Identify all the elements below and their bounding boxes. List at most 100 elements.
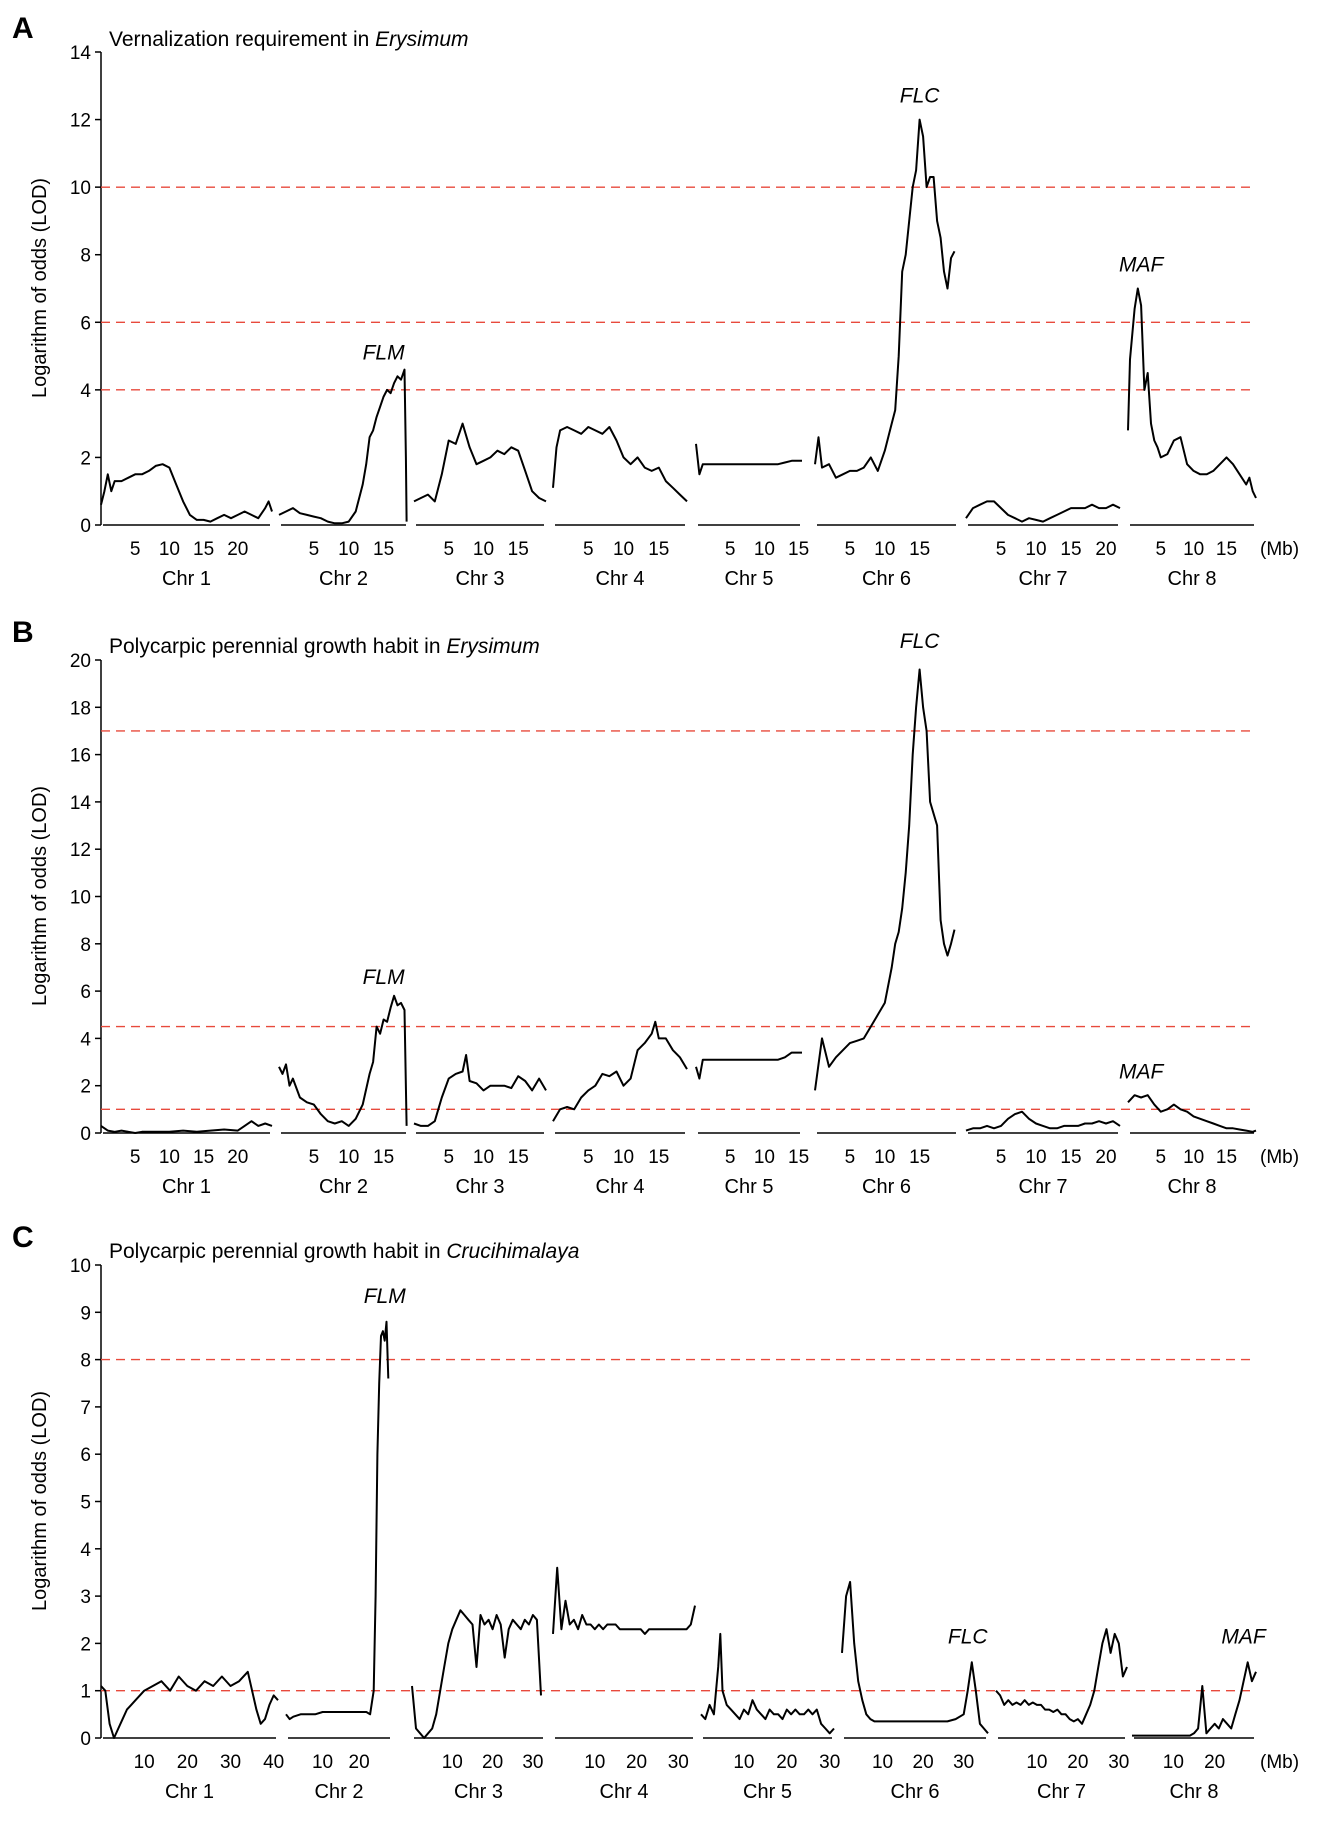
x-tick-label: 15 [193,1147,214,1168]
x-tick-label: 10 [1025,539,1046,560]
chromosome-label: Chr 8 [1168,568,1217,590]
x-tick-label: 10 [613,539,634,560]
chromosome-label: Chr 1 [162,1176,211,1198]
lod-curve [552,1020,688,1122]
x-tick-label: 10 [874,1147,895,1168]
y-tick-label: 12 [70,840,91,861]
x-tick-label: 20 [1095,1147,1116,1168]
x-tick-label: 15 [788,539,809,560]
x-tick-label: 20 [776,1752,797,1773]
x-tick-label: 10 [473,539,494,560]
chromosome-label: Chr 7 [1037,1781,1086,1803]
x-tick-label: 15 [909,1147,930,1168]
x-tick-label: 10 [338,539,359,560]
panel-letter: B [12,616,34,649]
y-tick-label: 4 [80,381,91,402]
x-tick-label: 20 [1067,1752,1088,1773]
x-tick-label: 10 [159,1147,180,1168]
y-tick-label: 9 [80,1303,91,1324]
lod-curve [995,1628,1128,1725]
x-tick-label: 15 [1060,1147,1081,1168]
x-tick-label: 5 [443,539,454,560]
x-tick-label: 15 [508,539,529,560]
x-tick-label: 30 [953,1752,974,1773]
chromosome-label: Chr 5 [725,568,774,590]
y-tick-label: 10 [70,178,91,199]
x-tick-label: 20 [1204,1752,1225,1773]
chromosome-label: Chr 4 [596,568,645,590]
x-tick-label: 20 [913,1752,934,1773]
lod-curve [100,1670,279,1739]
x-unit-label: (Mb) [1260,539,1299,560]
lod-curve [965,1110,1121,1132]
x-tick-label: 10 [338,1147,359,1168]
x-tick-label: 10 [1183,1147,1204,1168]
lod-curve [841,1580,989,1734]
x-tick-label: 5 [583,539,594,560]
x-tick-label: 5 [845,1147,856,1168]
panel-title: Polycarpic perennial growth habit in Ery… [109,635,540,658]
x-tick-label: 15 [508,1147,529,1168]
lod-curve [1127,1094,1257,1133]
lod-curve [411,1609,542,1739]
chromosome-label: Chr 7 [1019,568,1068,590]
lod-curve [278,368,408,525]
x-tick-label: 15 [373,539,394,560]
x-tick-label: 15 [193,539,214,560]
x-tick-label: 15 [1060,539,1081,560]
y-axis-label: Logarithm of odds (LOD) [29,1391,51,1611]
chromosome-label: Chr 3 [454,1781,503,1803]
x-tick-label: 5 [996,1147,1007,1168]
lod-curve [285,1320,390,1721]
y-tick-label: 2 [80,1634,91,1655]
x-tick-label: 5 [845,539,856,560]
lod-curve [278,994,408,1127]
chromosome-label: Chr 2 [319,1176,368,1198]
y-tick-label: 14 [70,43,92,64]
x-tick-label: 5 [130,539,141,560]
chromosome-label: Chr 3 [456,568,505,590]
x-tick-label: 10 [1163,1752,1184,1773]
x-tick-label: 15 [1216,539,1237,560]
panel-letter: A [12,12,34,45]
lod-curve [814,668,956,1091]
lod-curve [552,426,688,503]
gene-annotation: FLM [363,966,406,989]
chromosome-label: Chr 7 [1019,1176,1068,1198]
x-tick-label: 5 [309,539,320,560]
x-tick-label: 5 [725,539,736,560]
y-tick-label: 8 [80,246,91,267]
panel-title-species: Crucihimalaya [446,1240,579,1263]
x-tick-label: 5 [725,1147,736,1168]
x-tick-label: 30 [522,1752,543,1773]
x-tick-label: 10 [754,1147,775,1168]
lod-curve [695,1051,802,1080]
x-tick-label: 10 [613,1147,634,1168]
y-tick-label: 2 [80,448,91,469]
x-tick-label: 15 [909,539,930,560]
lod-curve [814,118,956,479]
chromosome-label: Chr 6 [891,1781,940,1803]
y-tick-label: 10 [70,888,91,909]
x-tick-label: 10 [134,1752,155,1773]
lod-curve [965,500,1121,523]
x-tick-label: 30 [668,1752,689,1773]
panel-title-species: Erysimum [446,635,539,658]
x-tick-label: 15 [373,1147,394,1168]
x-tick-label: 5 [1156,1147,1167,1168]
x-tick-label: 20 [227,1147,248,1168]
chromosome-label: Chr 4 [600,1781,649,1803]
chromosome-label: Chr 5 [743,1781,792,1803]
x-tick-label: 10 [1026,1752,1047,1773]
y-tick-label: 1 [80,1682,91,1703]
chart-panel-c: C Polycarpic perennial growth habit in Cr… [12,1221,1299,1803]
y-tick-label: 10 [70,1256,91,1277]
x-tick-label: 20 [1095,539,1116,560]
y-tick-label: 0 [80,516,91,537]
x-tick-label: 20 [482,1752,503,1773]
gene-annotation: FLC [900,630,941,653]
y-axis-label: Logarithm of odds (LOD) [29,786,51,1006]
x-tick-label: 10 [473,1147,494,1168]
y-tick-label: 8 [80,1351,91,1372]
chromosome-label: Chr 6 [862,568,911,590]
